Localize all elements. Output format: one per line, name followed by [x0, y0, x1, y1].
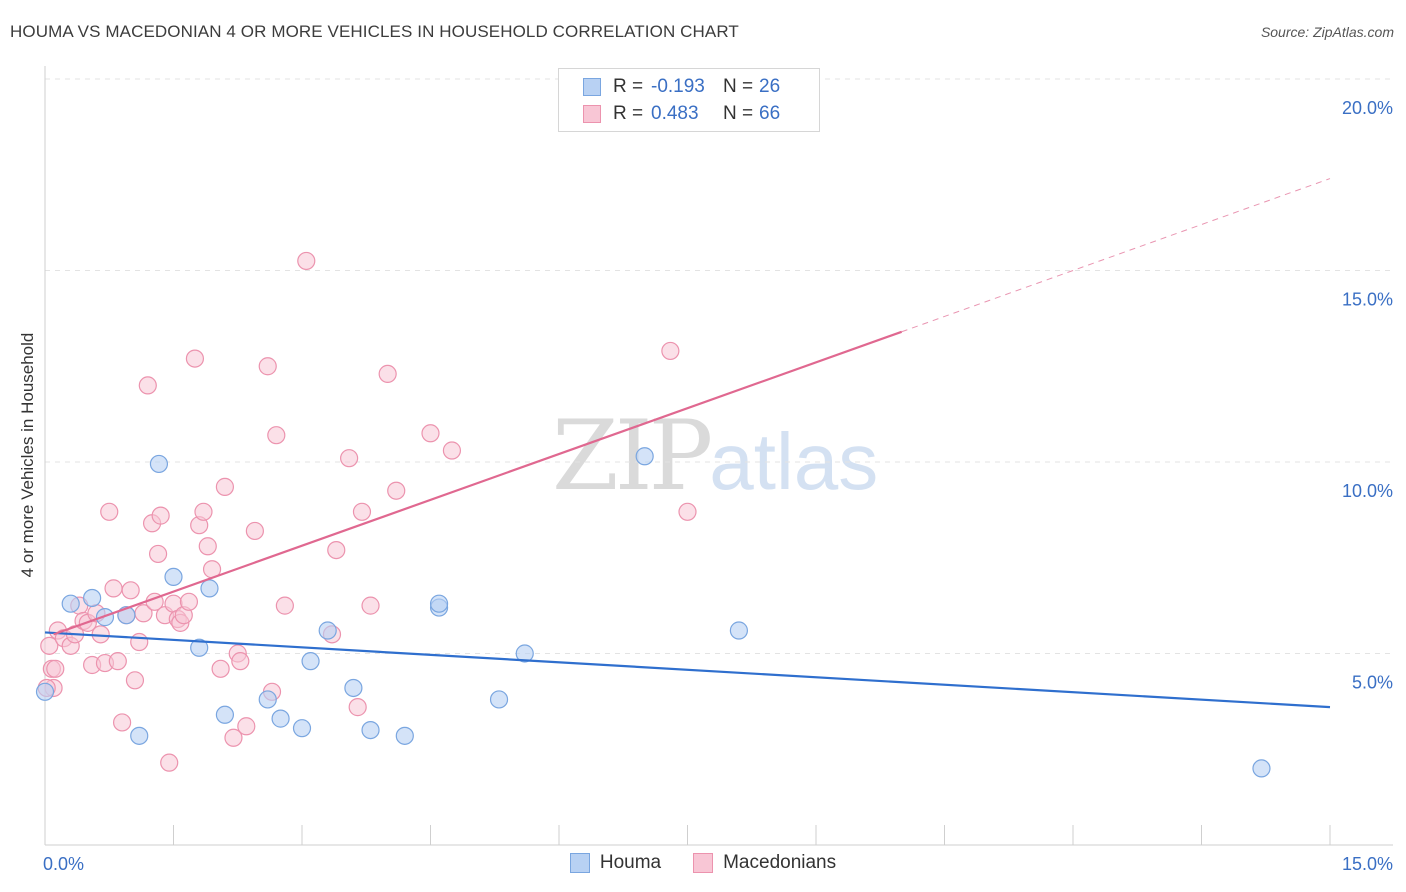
macedonians-point	[100, 502, 119, 521]
n-label: N =	[723, 76, 754, 97]
macedonians-point	[245, 521, 264, 541]
macedonians-point	[185, 349, 205, 368]
macedonians-point	[327, 540, 346, 560]
n-label: N =	[723, 103, 754, 124]
houma-point	[515, 644, 534, 663]
houma-swatch	[583, 78, 601, 96]
macedonians-point	[104, 579, 123, 598]
houma-point	[292, 719, 312, 738]
macedonians-point	[151, 506, 170, 525]
r-label: R =	[613, 103, 644, 124]
macedonians-point	[348, 698, 367, 717]
x-tick-label: 15.0%	[1342, 854, 1393, 874]
macedonians-point	[211, 659, 230, 678]
macedonians-point	[148, 544, 168, 564]
macedonians-point	[224, 728, 243, 747]
y-tick-label: 5.0%	[1352, 673, 1393, 693]
n-value-macedonians: 66	[759, 103, 781, 124]
macedonians-trend-extension	[901, 178, 1331, 333]
houma-point	[190, 638, 209, 657]
houma-point	[361, 720, 380, 740]
macedonians-point	[40, 636, 59, 655]
houma-point	[271, 709, 290, 728]
houma-legend-swatch	[569, 853, 590, 873]
macedonians-point	[198, 537, 217, 556]
macedonians-trend-line	[53, 330, 903, 636]
macedonians-point	[340, 449, 359, 468]
houma-point	[164, 567, 183, 587]
macedonians-legend-label: Macedonians	[723, 852, 837, 873]
chart-title: HOUMA VS MACEDONIAN 4 OR MORE VEHICLES I…	[10, 22, 739, 41]
legend-row-macedonians: R = 0.483 N = 66	[583, 100, 780, 128]
macedonians-swatch	[583, 105, 601, 123]
houma-point	[258, 690, 277, 709]
watermark: ZIPatlas	[552, 400, 878, 512]
legend-item-macedonians: Macedonians	[693, 852, 836, 874]
houma-point	[200, 579, 219, 598]
y-tick-label: 15.0%	[1342, 290, 1393, 310]
macedonians-point	[108, 652, 127, 671]
macedonians-point	[112, 713, 132, 732]
houma-point	[729, 621, 749, 640]
houma-point	[83, 588, 102, 608]
series-legend: Houma Macedonians	[0, 852, 1406, 874]
macedonians-point	[421, 424, 440, 443]
legend-row-houma: R = -0.193 N = 26	[583, 73, 780, 101]
n-value-houma: 26	[759, 76, 781, 97]
y-tick-label: 10.0%	[1342, 481, 1393, 501]
macedonians-point	[125, 671, 145, 690]
macedonians-point	[160, 753, 179, 772]
macedonians-point	[194, 502, 213, 521]
macedonians-point	[442, 441, 462, 460]
stats-legend: R = -0.193 N = 26 R = 0.483 N = 66	[558, 68, 820, 132]
houma-point	[1252, 759, 1271, 778]
macedonians-point	[231, 652, 250, 671]
houma-point	[61, 594, 80, 613]
macedonians-point	[352, 502, 372, 521]
houma-point	[35, 682, 55, 701]
houma-point	[395, 726, 414, 745]
macedonians-point	[678, 502, 697, 521]
source-label: Source: ZipAtlas.com	[1260, 24, 1394, 40]
macedonians-point	[387, 481, 406, 500]
houma-point	[130, 726, 149, 745]
houma-point	[149, 454, 169, 474]
houma-point	[344, 678, 363, 698]
macedonians-point	[179, 592, 199, 611]
macedonians-point	[378, 364, 397, 384]
macedonians-point	[661, 341, 680, 361]
macedonians-point	[138, 376, 157, 395]
legend-item-houma: Houma	[569, 852, 662, 874]
houma-point	[635, 447, 654, 466]
houma-point	[215, 705, 234, 724]
x-tick-label: 0.0%	[43, 854, 84, 874]
houma-point	[489, 690, 509, 709]
macedonians-point	[361, 596, 380, 615]
macedonians-point	[297, 251, 316, 271]
houma-point	[429, 594, 449, 613]
macedonians-point	[258, 357, 277, 376]
macedonians-point	[46, 659, 65, 678]
r-value-houma: -0.193	[651, 76, 705, 97]
y-tick-label: 20.0%	[1342, 98, 1393, 118]
macedonians-point	[237, 717, 256, 736]
houma-point	[318, 621, 337, 640]
r-value-macedonians: 0.483	[651, 103, 699, 124]
r-label: R =	[613, 76, 644, 97]
macedonians-point	[121, 581, 140, 600]
macedonians-point	[215, 477, 234, 496]
houma-trend-line	[44, 631, 1331, 709]
macedonians-point	[275, 596, 294, 615]
macedonians-point	[130, 632, 149, 652]
watermark-zip: ZIP	[552, 400, 713, 512]
houma-legend-label: Houma	[599, 852, 662, 873]
macedonians-point	[267, 426, 286, 445]
houma-point	[301, 652, 320, 671]
macedonians-legend-swatch	[693, 853, 714, 873]
